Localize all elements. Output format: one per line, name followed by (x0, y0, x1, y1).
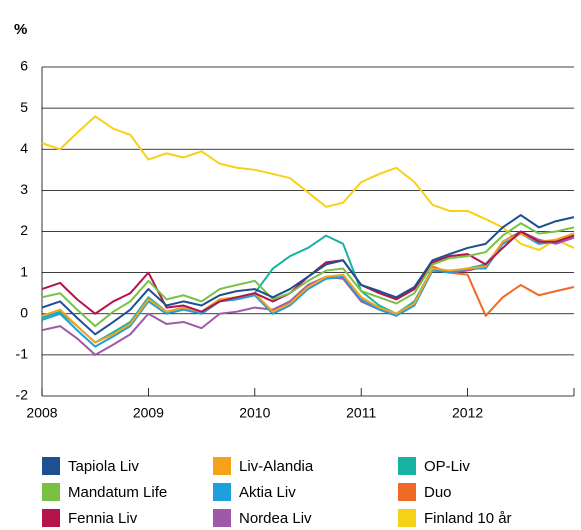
x-tick-label: 2008 (26, 405, 57, 421)
series-line (41, 222, 575, 328)
x-tick-label: 2012 (452, 405, 483, 421)
legend-swatch (42, 457, 60, 475)
y-tick-label: 3 (20, 181, 28, 197)
x-tick-label: 2009 (133, 405, 164, 421)
legend-swatch (398, 483, 416, 501)
y-tick-label: 6 (20, 58, 28, 74)
legend-label: Mandatum Life (68, 484, 167, 501)
legend-swatch (398, 509, 416, 527)
y-tick-label: 5 (20, 99, 28, 115)
legend-label: Liv-Alandia (239, 458, 314, 475)
legend-label: OP-Liv (424, 458, 470, 475)
legend-label: Tapiola Liv (68, 458, 139, 475)
y-tick-label: 0 (20, 304, 28, 320)
y-tick-label: 1 (20, 263, 28, 279)
series-line (41, 232, 575, 344)
x-tick-label: 2010 (239, 405, 270, 421)
series-line (41, 214, 575, 336)
y-tick-label: -2 (16, 387, 29, 403)
legend-swatch (42, 483, 60, 501)
series-line (41, 230, 575, 356)
legend-swatch (213, 457, 231, 475)
y-tick-label: 2 (20, 222, 28, 238)
series-line (41, 115, 575, 252)
legend-swatch (42, 509, 60, 527)
y-tick-label: 4 (20, 140, 28, 156)
legend-swatch (213, 509, 231, 527)
series-line (432, 265, 575, 317)
series-line (41, 232, 575, 348)
y-axis-label: % (14, 21, 27, 38)
x-tick-label: 2011 (346, 405, 376, 421)
legend-label: Aktia Liv (239, 484, 296, 501)
legend-swatch (398, 457, 416, 475)
legend-swatch (213, 483, 231, 501)
legend-label: Fennia Liv (68, 510, 138, 527)
legend-label: Finland 10 år (424, 510, 512, 527)
legend-label: Nordea Liv (239, 510, 312, 527)
legend-label: Duo (424, 484, 452, 501)
y-tick-label: -1 (16, 346, 29, 362)
